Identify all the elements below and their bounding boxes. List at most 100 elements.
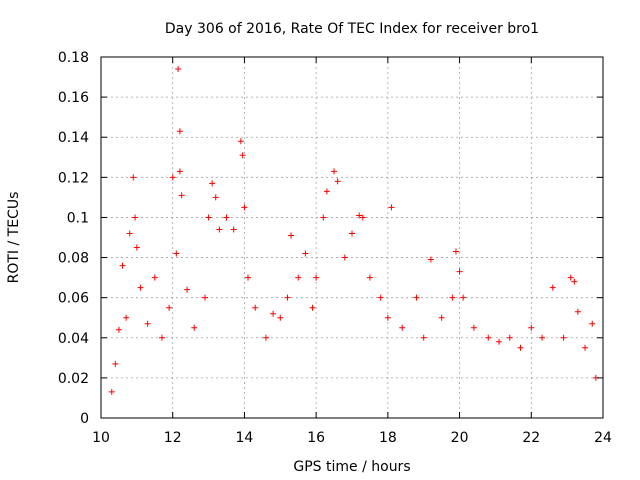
data-point [589, 320, 596, 327]
data-point [356, 212, 363, 219]
data-point [126, 230, 133, 237]
data-point [384, 314, 391, 321]
data-point [277, 314, 284, 321]
data-point [176, 128, 183, 135]
y-tick-label: 0.08 [58, 251, 89, 267]
x-tick-labels: 10 12 14 16 18 20 22 24 [92, 430, 612, 446]
data-point [201, 294, 208, 301]
data-point [158, 334, 165, 341]
y-tick-label: 0.16 [58, 90, 89, 106]
x-tick-label: 16 [307, 430, 325, 446]
data-point [470, 324, 477, 331]
data-point [237, 138, 244, 145]
data-point [284, 294, 291, 301]
data-point [528, 324, 535, 331]
data-point [359, 214, 366, 221]
x-tick-label: 14 [236, 430, 254, 446]
data-point [485, 334, 492, 341]
data-point [252, 304, 259, 311]
data-point [420, 334, 427, 341]
data-point [132, 214, 139, 221]
data-point [178, 192, 185, 199]
data-point [130, 174, 137, 181]
data-point [184, 286, 191, 293]
data-point [323, 188, 330, 195]
data-point [320, 214, 327, 221]
data-point [449, 294, 456, 301]
axis-ticks [100, 56, 604, 419]
data-point [270, 310, 277, 317]
data-point [399, 324, 406, 331]
data-point [582, 344, 589, 351]
y-tick-label: 0.02 [58, 371, 89, 387]
data-point [173, 250, 180, 257]
x-axis-label: GPS time / hours [293, 459, 410, 475]
data-point [427, 256, 434, 263]
data-point [496, 338, 503, 345]
y-tick-label: 0.12 [58, 170, 89, 186]
data-point [212, 194, 219, 201]
data-point [119, 262, 126, 269]
x-tick-label: 20 [451, 430, 469, 446]
y-tick-label: 0.14 [58, 130, 89, 146]
data-point [288, 232, 295, 239]
data-point [349, 230, 355, 237]
data-point [302, 250, 309, 257]
data-point [115, 326, 122, 333]
grid-lines [101, 57, 603, 418]
data-point [517, 344, 524, 351]
data-point [133, 244, 140, 251]
data-point [313, 274, 320, 281]
data-point [549, 284, 556, 291]
data-point [176, 168, 183, 175]
data-point [341, 254, 348, 261]
data-point [334, 178, 341, 185]
data-point [239, 152, 246, 159]
plot-frame [100, 56, 604, 419]
data-point [456, 268, 463, 275]
data-point [166, 304, 173, 311]
data-point [574, 308, 581, 315]
data-point [262, 334, 269, 341]
y-axis-label: ROTI / TECUs [6, 192, 22, 284]
data-point [539, 334, 546, 341]
data-point [144, 320, 151, 327]
data-point [331, 168, 338, 175]
data-point [230, 226, 237, 233]
data-point [295, 274, 302, 281]
data-point [209, 180, 216, 187]
data-point [205, 214, 212, 221]
data-point [216, 226, 223, 233]
y-tick-label: 0.18 [58, 50, 89, 66]
y-tick-label: 0.1 [67, 210, 89, 226]
data-point [388, 204, 395, 211]
data-point [108, 388, 115, 395]
data-point [567, 274, 574, 281]
x-tick-label: 22 [522, 430, 540, 446]
data-point [123, 314, 130, 321]
y-tick-label: 0.06 [58, 291, 89, 307]
y-tick-label: 0 [80, 411, 89, 427]
data-point [151, 274, 158, 281]
data-point [137, 284, 144, 291]
data-point [191, 324, 198, 331]
data-point [560, 334, 567, 341]
data-point [452, 248, 459, 255]
x-tick-label: 18 [379, 430, 397, 446]
data-point [413, 294, 420, 301]
data-point [460, 294, 467, 301]
data-point [377, 294, 384, 301]
x-tick-label: 12 [164, 430, 182, 446]
data-points [108, 66, 599, 395]
data-point [506, 334, 513, 341]
data-point [175, 66, 182, 73]
data-point [309, 304, 316, 311]
y-tick-label: 0.04 [58, 331, 89, 347]
data-point [169, 174, 176, 181]
data-point [438, 314, 445, 321]
data-point [245, 274, 252, 281]
y-tick-labels: 0 0.02 0.04 0.06 0.08 0.1 0.12 0.14 0.16 0.18 [58, 50, 89, 427]
data-point [571, 278, 578, 285]
data-point [241, 204, 248, 211]
